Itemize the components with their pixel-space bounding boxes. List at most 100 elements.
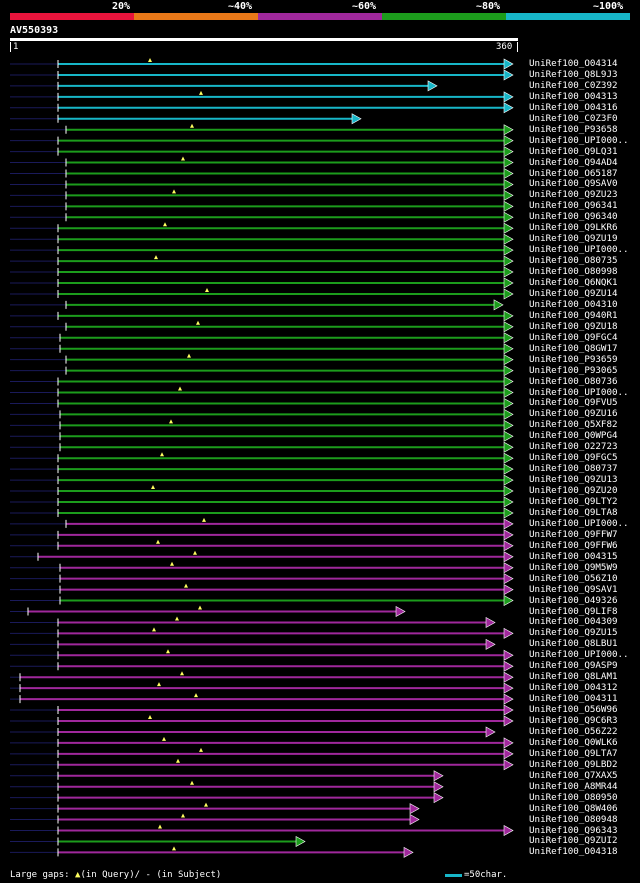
- hit-name-link[interactable]: UniRef100_O80998: [529, 266, 618, 278]
- hit-name-link[interactable]: UniRef100_O65187: [529, 167, 618, 179]
- legend-label-60: ~60%: [352, 1, 377, 12]
- hit-name-link[interactable]: UniRef100_Q9SAV1: [529, 583, 618, 595]
- query-gap-marker: [157, 682, 161, 687]
- hit-name-link[interactable]: UniRef100_Q9ZU19: [529, 233, 618, 245]
- hit-name-link[interactable]: UniRef100_O56W96: [529, 704, 618, 716]
- hit-name-link[interactable]: UniRef100_Q8LAM1: [529, 671, 618, 683]
- hit-name-link[interactable]: UniRef100_O04315: [529, 550, 618, 562]
- hit-end-arrow: [503, 759, 514, 771]
- hit-name-link[interactable]: UniRef100_UPI000..: [529, 517, 629, 529]
- query-gap-marker: [154, 255, 158, 260]
- hit-end-arrow: [503, 693, 514, 705]
- hit-end-arrow: [503, 704, 514, 716]
- hit-name-link[interactable]: UniRef100_O04313: [529, 90, 618, 102]
- hit-name-link[interactable]: UniRef100_Q940R1: [529, 309, 618, 321]
- hit-name-link[interactable]: UniRef100_Q9ASP9: [529, 660, 618, 672]
- query-gap-marker: [187, 353, 191, 358]
- hit-name-link[interactable]: UniRef100_O80950: [529, 791, 618, 803]
- hit-end-arrow: [503, 167, 514, 180]
- hit-name-link[interactable]: UniRef100_O56Z22: [529, 725, 618, 737]
- hit-name-link[interactable]: UniRef100_Q8L9J3: [529, 68, 618, 80]
- hit-name-link[interactable]: UniRef100_Q96341: [529, 200, 618, 212]
- hit-name-link[interactable]: UniRef100_Q9LQ31: [529, 145, 618, 157]
- hit-name-link[interactable]: UniRef100_Q9ZU23: [529, 189, 618, 201]
- query-gap-marker: [198, 605, 202, 610]
- hit-name-link[interactable]: UniRef100_Q9ZU16: [529, 408, 618, 420]
- hit-name-link[interactable]: UniRef100_O04314: [529, 58, 618, 69]
- hit-name-link[interactable]: UniRef100_P93658: [529, 123, 618, 135]
- hit-name-link[interactable]: UniRef100_Q5XF82: [529, 419, 618, 431]
- ruler-start-tick: [10, 42, 11, 52]
- hit-name-link[interactable]: UniRef100_Q9FFW6: [529, 539, 618, 551]
- hit-name-link[interactable]: UniRef100_Q9ZU18: [529, 320, 618, 332]
- hit-name-link[interactable]: UniRef100_UPI000..: [529, 386, 629, 398]
- hit-name-link[interactable]: UniRef100_Q9LKR6: [529, 222, 618, 234]
- hit-name-link[interactable]: UniRef100_Q9LBD2: [529, 758, 618, 770]
- hit-end-arrow: [503, 266, 514, 278]
- hit-end-arrow: [503, 748, 514, 760]
- hit-name-link[interactable]: UniRef100_O80735: [529, 255, 618, 267]
- legend-bar-cyan: [506, 13, 630, 20]
- hit-name-link[interactable]: UniRef100_O80736: [529, 375, 618, 387]
- hit-name-link[interactable]: UniRef100_Q96343: [529, 824, 618, 836]
- hit-end-arrow: [485, 638, 496, 650]
- hit-name-link[interactable]: UniRef100_O80737: [529, 463, 618, 475]
- ruler-end-tick: [517, 42, 518, 52]
- hit-name-link[interactable]: UniRef100_UPI000..: [529, 244, 629, 256]
- hit-name-link[interactable]: UniRef100_O04310: [529, 298, 618, 310]
- hit-end-arrow: [351, 113, 362, 125]
- hit-name-link[interactable]: UniRef100_Q7XAX5: [529, 769, 618, 781]
- hit-name-link[interactable]: UniRef100_Q9ZUI2: [529, 835, 618, 847]
- hit-name-link[interactable]: UniRef100_P93065: [529, 364, 618, 376]
- hit-name-link[interactable]: UniRef100_C0Z392: [529, 79, 618, 91]
- hit-name-link[interactable]: UniRef100_Q8LBU1: [529, 638, 618, 650]
- hit-name-link[interactable]: UniRef100_O04311: [529, 693, 618, 705]
- hit-name-link[interactable]: UniRef100_Q9SAV0: [529, 178, 618, 190]
- legend-label-80: ~80%: [476, 1, 501, 12]
- hit-name-link[interactable]: UniRef100_Q0WPG4: [529, 430, 618, 442]
- hit-name-link[interactable]: UniRef100_Q9FGC5: [529, 452, 618, 464]
- hit-name-link[interactable]: UniRef100_C0Z3F0: [529, 112, 618, 124]
- hit-name-link[interactable]: UniRef100_Q9LIF8: [529, 605, 618, 617]
- hit-end-arrow: [503, 255, 514, 267]
- hit-name-link[interactable]: UniRef100_UPI000..: [529, 649, 629, 661]
- hit-name-link[interactable]: UniRef100_Q8GW17: [529, 342, 618, 354]
- hit-name-link[interactable]: UniRef100_Q9FVU5: [529, 397, 618, 409]
- hit-name-link[interactable]: UniRef100_Q9LTY2: [529, 496, 618, 507]
- hit-name-link[interactable]: UniRef100_O04316: [529, 101, 618, 113]
- hit-name-link[interactable]: UniRef100_Q6NQK1: [529, 277, 618, 288]
- hit-end-arrow: [493, 299, 504, 311]
- hit-name-link[interactable]: UniRef100_Q0WLK6: [529, 736, 618, 748]
- hit-name-link[interactable]: UniRef100_O22723: [529, 441, 618, 453]
- hit-name-link[interactable]: UniRef100_Q9ZU15: [529, 627, 618, 639]
- hit-name-link[interactable]: UniRef100_Q9LTA7: [529, 747, 618, 759]
- hit-name-link[interactable]: UniRef100_Q8W406: [529, 802, 618, 814]
- hit-name-link[interactable]: UniRef100_O04318: [529, 846, 618, 858]
- hit-name-link[interactable]: UniRef100_Q94AD4: [529, 156, 618, 168]
- hit-name-link[interactable]: UniRef100_Q9FGC4: [529, 331, 618, 343]
- hit-end-arrow: [503, 233, 514, 245]
- hit-name-link[interactable]: UniRef100_UPI000..: [529, 134, 629, 146]
- hit-name-link[interactable]: UniRef100_Q9LTA8: [529, 506, 618, 518]
- hit-name-link[interactable]: UniRef100_Q9FFW7: [529, 528, 618, 540]
- hit-name-link[interactable]: UniRef100_A8MR44: [529, 780, 618, 792]
- query-gap-marker: [181, 156, 185, 161]
- hit-name-link[interactable]: UniRef100_Q9ZU20: [529, 485, 618, 497]
- hit-end-arrow: [433, 781, 444, 793]
- hit-name-link[interactable]: UniRef100_Q96340: [529, 211, 618, 223]
- hit-end-arrow: [409, 814, 420, 826]
- hit-end-arrow: [503, 222, 514, 234]
- hit-name-link[interactable]: UniRef100_O49326: [529, 594, 618, 606]
- hit-name-link[interactable]: UniRef100_O56Z10: [529, 572, 618, 584]
- hit-name-link[interactable]: UniRef100_Q9ZU14: [529, 287, 618, 299]
- hit-name-link[interactable]: UniRef100_O80948: [529, 813, 618, 825]
- hit-name-link[interactable]: UniRef100_Q9M5W9: [529, 561, 618, 573]
- hit-name-link[interactable]: UniRef100_Q9ZU13: [529, 474, 618, 486]
- query-gap-marker: [176, 758, 180, 763]
- hit-name-link[interactable]: UniRef100_O04309: [529, 616, 618, 628]
- hit-name-link[interactable]: UniRef100_Q9C6R3: [529, 715, 618, 726]
- hit-name-link[interactable]: UniRef100_O04312: [529, 682, 618, 694]
- query-gap-marker: [156, 539, 160, 544]
- hit-name-link[interactable]: UniRef100_P93659: [529, 353, 618, 365]
- hit-end-arrow: [503, 649, 514, 661]
